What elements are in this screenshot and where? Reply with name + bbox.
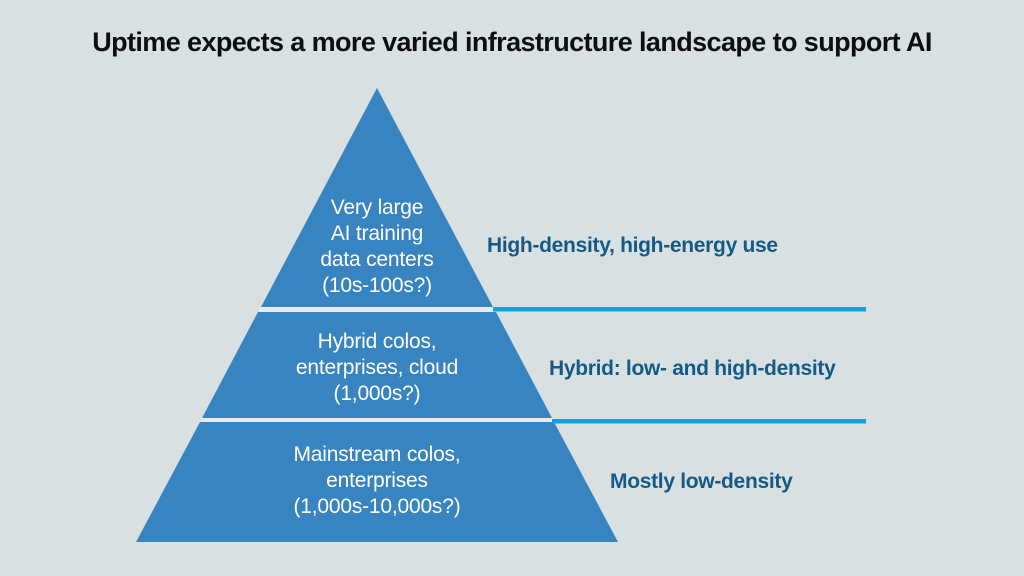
tier-label-top-line-2: AI training (330, 222, 424, 245)
page-title: Uptime expects a more varied infrastruct… (92, 27, 932, 57)
tier-label-top-line-3: data centers (320, 248, 434, 271)
tier-label-top: Very large AI training data centers (10s… (217, 195, 537, 299)
divider-line-1 (493, 307, 866, 312)
tier-label-middle-line-2: enterprises, cloud (295, 356, 459, 379)
tier-label-middle-line-1: Hybrid colos, (317, 330, 437, 353)
tier-gap-line-1 (259, 307, 495, 312)
pyramid-tier-bottom-shape (136, 422, 618, 542)
tier-label-top-line-4: (10s-100s?) (322, 274, 432, 297)
tier-label-top-line-1: Very large (330, 196, 424, 219)
tier-label-bottom-line-1: Mainstream colos, (293, 443, 461, 466)
side-label-bottom: Mostly low-density (610, 470, 793, 493)
side-label-top: High-density, high-energy use (487, 234, 778, 257)
tier-gap-line-2 (201, 418, 553, 422)
side-label-middle: Hybrid: low- and high-density (549, 357, 836, 380)
tier-label-middle-line-3: (1,000s?) (333, 382, 421, 405)
pyramid-tier-middle-shape (202, 312, 552, 418)
tier-label-bottom: Mainstream colos, enterprises (1,000s-10… (217, 442, 537, 520)
tier-label-bottom-line-3: (1,000s-10,000s?) (293, 495, 461, 518)
tier-label-middle: Hybrid colos, enterprises, cloud (1,000s… (217, 329, 537, 407)
divider-line-2 (552, 419, 866, 424)
pyramid-tier-top-shape (261, 88, 493, 307)
tier-label-bottom-line-2: enterprises (326, 469, 428, 492)
